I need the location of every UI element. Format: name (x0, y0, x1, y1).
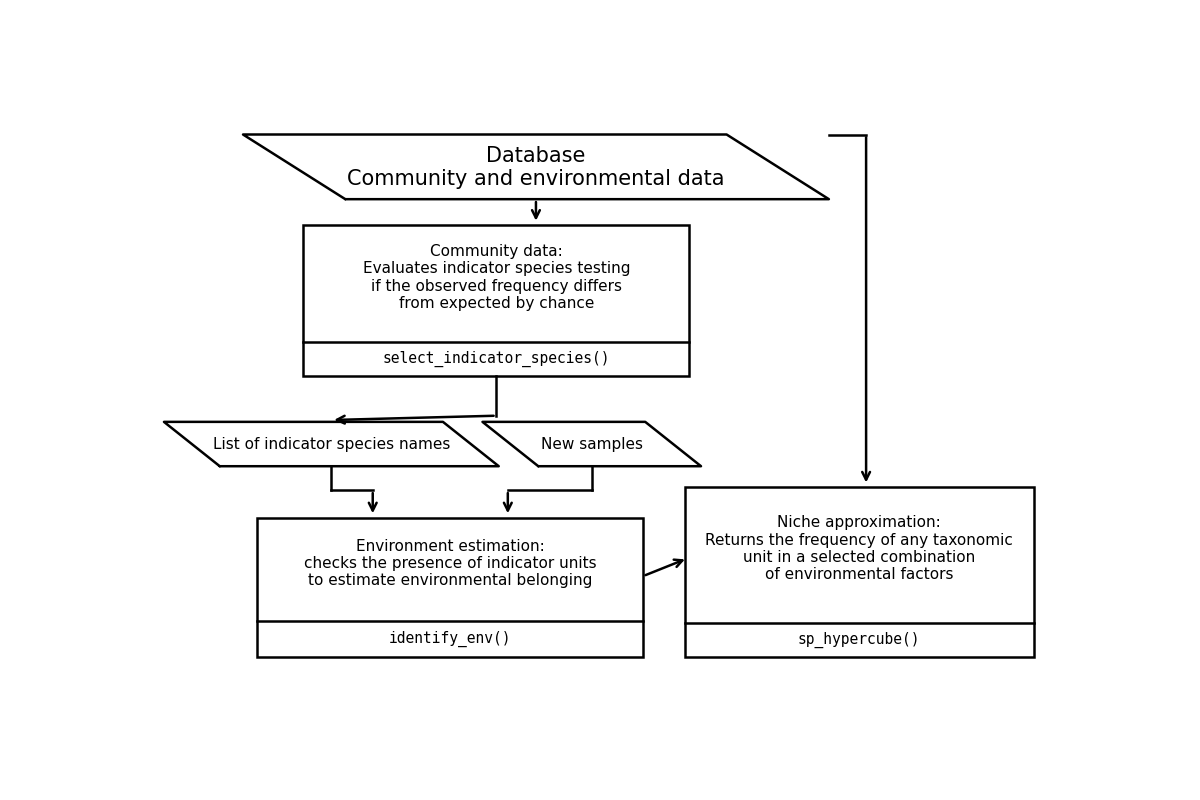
Text: sp_hypercube(): sp_hypercube() (798, 631, 920, 648)
Text: select_indicator_species(): select_indicator_species() (383, 351, 610, 367)
Text: List of indicator species names: List of indicator species names (212, 437, 450, 451)
Text: Environment estimation:
checks the presence of indicator units
to estimate envir: Environment estimation: checks the prese… (304, 538, 596, 588)
Text: identify_env(): identify_env() (389, 630, 511, 647)
Bar (685, 487, 1033, 657)
Text: New samples: New samples (541, 437, 643, 451)
Text: Niche approximation:
Returns the frequency of any taxonomic
unit in a selected c: Niche approximation: Returns the frequen… (706, 515, 1013, 582)
Bar (304, 226, 689, 376)
Text: Community and environmental data: Community and environmental data (347, 169, 725, 189)
Bar (257, 518, 643, 657)
Text: Database: Database (486, 146, 586, 166)
Text: Community data:
Evaluates indicator species testing
if the observed frequency di: Community data: Evaluates indicator spec… (362, 244, 630, 311)
